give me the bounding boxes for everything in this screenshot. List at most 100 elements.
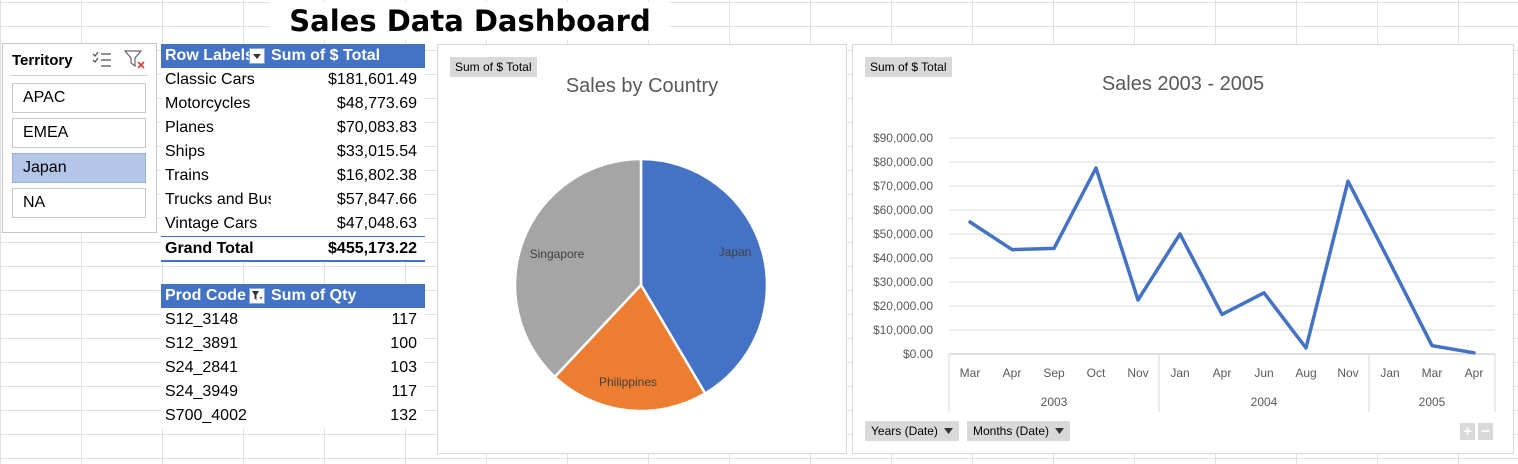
qty-pivot-table: Prod Code Sum of Qty S12_3148 117 S12_38… — [161, 284, 425, 428]
slicer-header: Territory — [12, 52, 73, 69]
row-labels-dropdown-icon[interactable] — [249, 48, 265, 64]
table-row[interactable]: Ships $33,015.54 — [161, 140, 425, 164]
dashboard-title: Sales Data Dashboard — [270, 2, 670, 40]
pie-label-philippines: Philippines — [599, 375, 657, 389]
x-group-label: 2003 — [1041, 395, 1068, 409]
row-value: $48,773.69 — [336, 95, 417, 112]
y-tick-label: $70,000.00 — [873, 179, 933, 193]
x-tick-label: Mar — [960, 366, 981, 380]
x-group-label: 2004 — [1251, 395, 1278, 409]
row-label: Planes — [165, 119, 214, 136]
x-tick-label: Aug — [1295, 366, 1316, 380]
months-filter-button[interactable]: Months (Date) — [967, 421, 1071, 441]
row-value: 100 — [390, 335, 417, 352]
row-value: 132 — [390, 407, 417, 424]
table-row[interactable]: S24_2841 103 — [161, 356, 425, 380]
x-tick-label: Apr — [1465, 366, 1484, 380]
y-tick-label: $60,000.00 — [873, 203, 933, 217]
prod-code-header: Prod Code — [165, 287, 246, 304]
row-label: Classic Cars — [165, 71, 255, 88]
sales-pivot-table: Row Labels Sum of $ Total Classic Cars $… — [161, 44, 425, 262]
row-value: $47,048.63 — [336, 215, 417, 232]
months-filter-label: Months (Date) — [973, 424, 1050, 438]
table-row[interactable]: S700_4002 132 — [161, 404, 425, 428]
row-label: S700_4002 — [165, 407, 247, 424]
filter-dropdown-icon[interactable] — [249, 288, 265, 304]
row-value: 117 — [391, 311, 417, 328]
multi-select-icon[interactable] — [92, 50, 112, 75]
pie-slice-philippines[interactable] — [552, 282, 707, 413]
row-label: Trucks and Buses — [165, 191, 271, 208]
slicer-item-na[interactable]: NA — [12, 188, 146, 218]
slicer-divider — [11, 75, 148, 76]
row-value: 103 — [390, 359, 417, 376]
row-label: S12_3891 — [165, 335, 238, 352]
table-row[interactable]: Motorcycles $48,773.69 — [161, 92, 425, 116]
pie-slice-singapore[interactable] — [513, 157, 643, 379]
y-tick-label: $30,000.00 — [873, 275, 933, 289]
table-row[interactable]: Vintage Cars $47,048.63 — [161, 212, 425, 236]
x-tick-label: Apr — [1213, 366, 1232, 380]
y-tick-label: $0.00 — [903, 347, 933, 361]
pie-field-button[interactable]: Sum of $ Total — [450, 57, 537, 77]
line-chart-title: Sales 2003 - 2005 — [1101, 73, 1265, 95]
x-tick-label: Jan — [1170, 366, 1189, 380]
y-tick-label: $20,000.00 — [873, 299, 933, 313]
sum-qty-header: Sum of Qty — [271, 287, 357, 304]
grand-total-value: $455,173.22 — [328, 239, 417, 257]
pie-chart-panel[interactable]: Sum of $ Total Sales by Country Japan Phi… — [437, 44, 847, 454]
line-chart: $0.00 $10,000.00 $20,000.00 $30,000.00 $40,0… — [873, 131, 1496, 412]
table-row[interactable]: S12_3148 117 — [161, 308, 425, 332]
row-label: S24_2841 — [165, 359, 238, 376]
grand-total-row[interactable]: Grand Total $455,173.22 — [161, 236, 425, 262]
sum-total-header: Sum of $ Total — [271, 47, 381, 64]
pie-chart: Japan Philippines Singapore — [513, 157, 769, 413]
table-row[interactable]: Planes $70,083.83 — [161, 116, 425, 140]
row-label: Vintage Cars — [165, 215, 258, 232]
clear-filter-icon[interactable] — [123, 50, 146, 75]
row-label: Motorcycles — [165, 95, 251, 112]
pie-chart-title: Sales by Country — [565, 75, 719, 97]
table-row[interactable]: S12_3891 100 — [161, 332, 425, 356]
pie-label-singapore: Singapore — [530, 247, 585, 261]
collapse-field-button[interactable]: − — [1478, 423, 1493, 440]
row-value: $33,015.54 — [336, 143, 417, 160]
y-tick-label: $50,000.00 — [873, 227, 933, 241]
line-chart-panel[interactable]: Sum of $ Total Sales 2003 - 2005 $0.00 $1… — [852, 44, 1514, 454]
x-tick-label: Mar — [1422, 366, 1443, 380]
x-tick-label: Nov — [1337, 366, 1358, 380]
row-label: S12_3148 — [165, 311, 238, 328]
row-labels-header: Row Labels — [165, 47, 249, 64]
table-row[interactable]: S24_3949 117 — [161, 380, 425, 404]
x-tick-label: Jan — [1380, 366, 1399, 380]
slicer-item-emea[interactable]: EMEA — [12, 118, 146, 148]
row-value: 117 — [391, 383, 417, 400]
line-field-button[interactable]: Sum of $ Total — [865, 57, 952, 77]
table-row[interactable]: Trucks and Buses $57,847.66 — [161, 188, 425, 212]
row-value: $16,802.38 — [336, 167, 417, 184]
row-value: $57,847.66 — [336, 191, 417, 208]
pie-label-japan: Japan — [719, 245, 752, 259]
slicer-item-japan[interactable]: Japan — [12, 153, 146, 183]
row-label: S24_3949 — [165, 383, 238, 400]
sales-series-line[interactable] — [968, 166, 1476, 355]
x-tick-label: Apr — [1003, 366, 1022, 380]
row-value: $70,083.83 — [336, 119, 417, 136]
territory-slicer[interactable]: Territory APAC EMEA Japan NA — [2, 43, 157, 233]
table-row[interactable]: Classic Cars $181,601.49 — [161, 68, 425, 92]
x-tick-label: Nov — [1127, 366, 1148, 380]
row-label: Ships — [165, 143, 206, 160]
table-row[interactable]: Trains $16,802.38 — [161, 164, 425, 188]
grand-total-label: Grand Total — [165, 239, 254, 257]
expand-field-button[interactable]: + — [1460, 423, 1475, 440]
years-filter-button[interactable]: Years (Date) — [865, 421, 959, 441]
pie-slice-japan[interactable] — [639, 157, 769, 396]
row-value: $181,601.49 — [328, 71, 417, 88]
y-tick-label: $10,000.00 — [873, 323, 933, 337]
dropdown-arrow-icon — [1055, 428, 1065, 434]
years-filter-label: Years (Date) — [871, 424, 938, 438]
x-tick-label: Oct — [1087, 366, 1106, 380]
x-tick-label: Sep — [1043, 366, 1065, 380]
dropdown-arrow-icon — [943, 428, 953, 434]
slicer-item-apac[interactable]: APAC — [12, 83, 146, 113]
